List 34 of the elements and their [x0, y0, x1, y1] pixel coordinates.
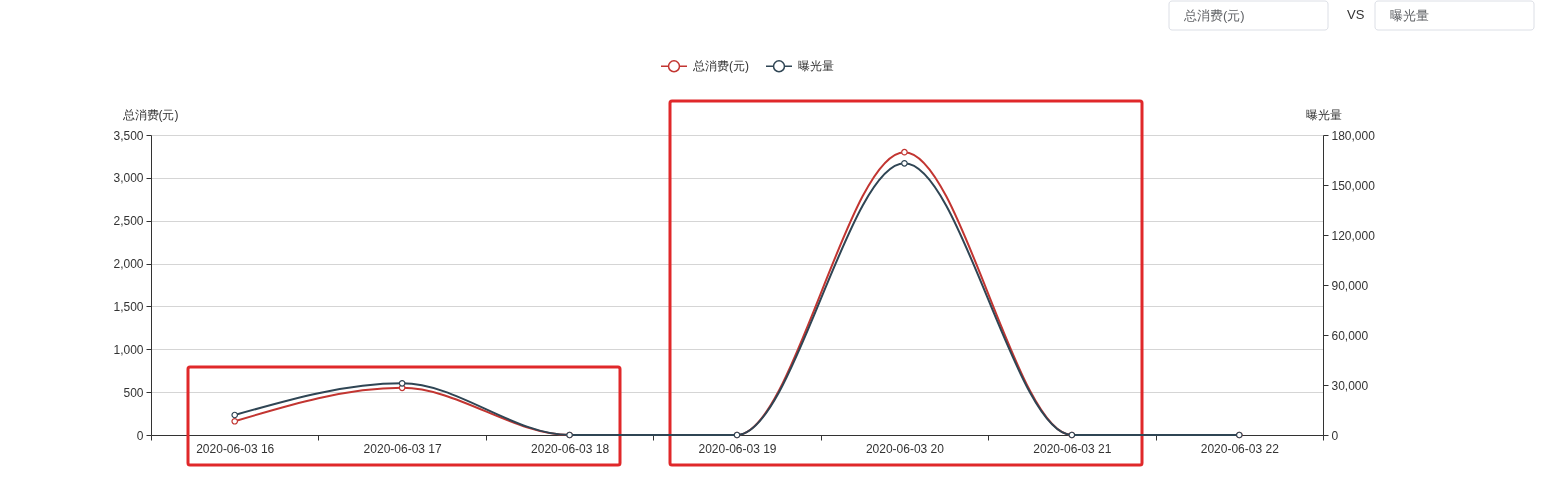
text: 总消费(元) [1183, 8, 1245, 23]
y-tick-label: 3,500 [113, 128, 144, 143]
x-tick-label: 2020-06-03 18 [531, 441, 610, 456]
y2-tick-label: 90,000 [1331, 278, 1369, 293]
y2-tick-label: 30,000 [1331, 378, 1369, 393]
y-tick-label: 2,500 [113, 214, 144, 229]
text: VS [1347, 7, 1365, 22]
point [398, 380, 406, 387]
y-tick-label: 0 [136, 428, 144, 443]
x-tick-label: 2020-06-03 19 [698, 441, 777, 456]
y-axis-title: 总消费(元) [121, 107, 179, 122]
y-tick-label: 3,000 [113, 171, 144, 186]
point [901, 160, 908, 167]
y2-tick-label: 150,000 [1331, 178, 1376, 193]
y2-axis-title: 曝光量 [1305, 107, 1342, 122]
point [901, 148, 908, 156]
y2-tick-label: 0 [1331, 428, 1339, 443]
legend-label: 曝光量 [798, 59, 834, 74]
y2-tick-label: 180,000 [1331, 128, 1376, 143]
x-tick-label: 2020-06-03 20 [865, 441, 945, 456]
x-tick-label: 2020-06-03 16 [196, 441, 275, 456]
x-tick-label: 2020-06-03 21 [1033, 441, 1112, 456]
x-tick-label: 2020-06-03 17 [363, 441, 442, 456]
y2-tick-label: 120,000 [1331, 228, 1376, 243]
y2-tick-label: 60,000 [1331, 328, 1369, 343]
y-tick-label: 1,000 [113, 342, 144, 357]
point [231, 417, 239, 425]
x-tick-label: 2020-06-03 22 [1200, 441, 1280, 456]
y-tick-label: 2,000 [113, 257, 144, 272]
y-tick-label: 1,500 [113, 299, 144, 314]
point [231, 411, 239, 419]
y-tick-label: 500 [123, 385, 144, 400]
legend-label: 总消费(元) [692, 59, 749, 74]
text: 曝光量 [1390, 8, 1429, 23]
